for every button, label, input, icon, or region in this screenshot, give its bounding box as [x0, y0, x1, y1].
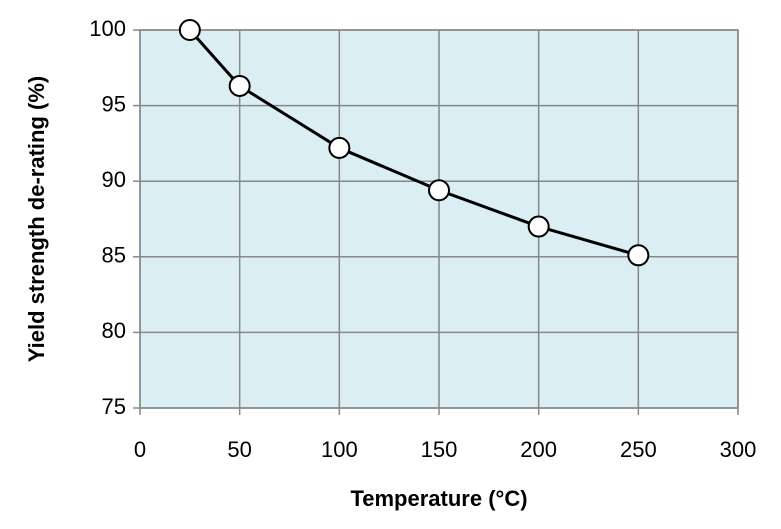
- y-tick-label: 75: [102, 394, 126, 419]
- x-tick-label: 50: [227, 437, 251, 462]
- data-point: [178, 19, 201, 41]
- data-point: [428, 179, 450, 202]
- data-point: [328, 136, 351, 159]
- x-tick-label: 150: [421, 437, 458, 462]
- y-tick-label: 90: [102, 167, 126, 192]
- x-tick-label: 300: [720, 437, 757, 462]
- data-point: [527, 215, 550, 238]
- x-tick-label: 0: [134, 437, 146, 462]
- y-tick-label: 80: [102, 318, 126, 343]
- y-tick-label: 95: [102, 91, 126, 116]
- data-point: [228, 74, 251, 97]
- y-axis-title: Yield strength de-rating (%): [24, 76, 49, 362]
- data-line: [188, 29, 639, 257]
- y-tick-label: 85: [102, 243, 126, 268]
- x-tick-label: 200: [520, 437, 557, 462]
- x-tick-label: 250: [620, 437, 657, 462]
- x-tick-label: 100: [321, 437, 358, 462]
- y-tick-label: 100: [89, 16, 126, 41]
- x-axis-title: Temperature (°C): [350, 486, 527, 511]
- data-point: [627, 244, 650, 267]
